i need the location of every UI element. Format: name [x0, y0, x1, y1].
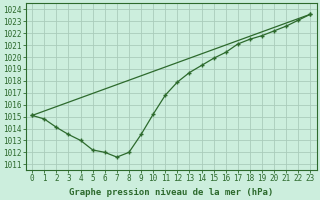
X-axis label: Graphe pression niveau de la mer (hPa): Graphe pression niveau de la mer (hPa): [69, 188, 274, 197]
